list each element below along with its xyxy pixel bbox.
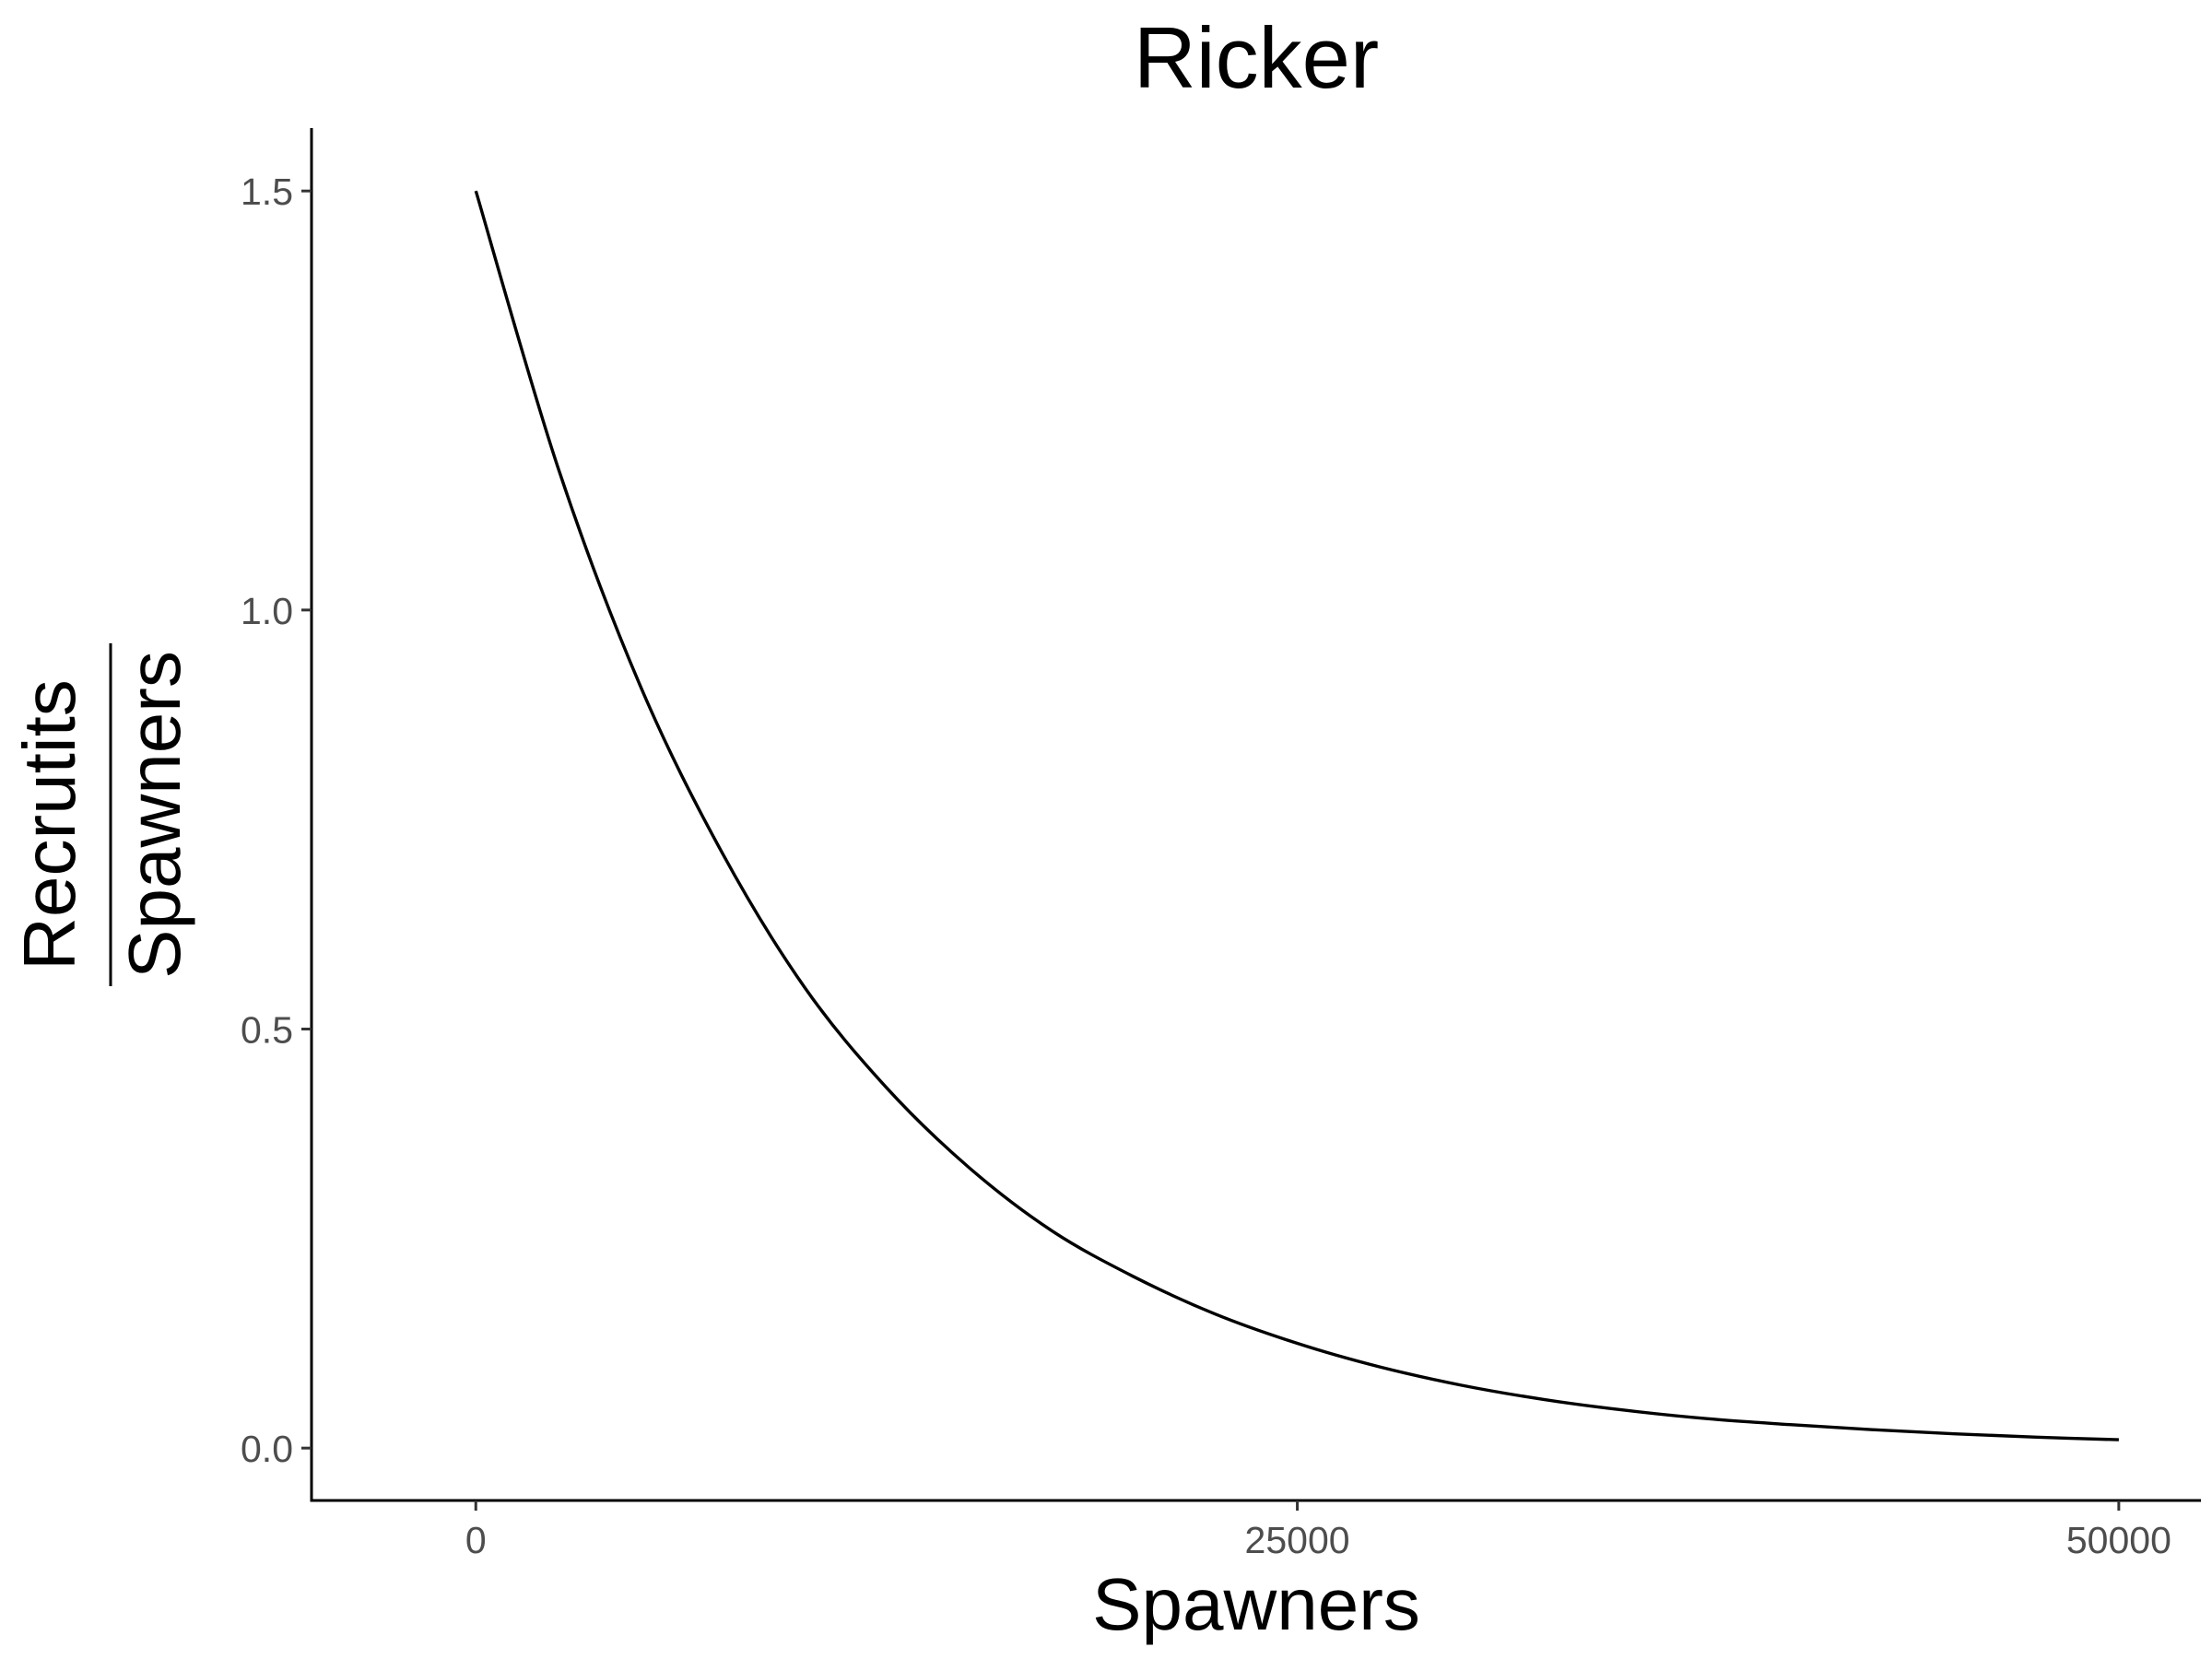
y-tick-label: 0.0 — [241, 1428, 293, 1470]
x-axis-ticks: 0 25000 50000 — [465, 1500, 2171, 1561]
y-tick-label: 1.5 — [241, 171, 293, 213]
x-tick-label: 0 — [465, 1519, 487, 1561]
y-axis-ticks: 0.0 0.5 1.0 1.5 — [241, 171, 312, 1470]
chart-title: Ricker — [1134, 9, 1379, 106]
x-tick-label: 25000 — [1245, 1519, 1350, 1561]
y-tick-label: 1.0 — [241, 590, 293, 632]
y-axis-title-denominator: Spawners — [113, 651, 195, 979]
series-layer — [474, 190, 2119, 1441]
y-axis-title-numerator: Recrutits — [8, 679, 90, 971]
y-axis-title: Recrutits Spawners — [8, 643, 195, 986]
x-axis-title: Spawners — [1092, 1563, 1420, 1645]
x-tick-label: 50000 — [2066, 1519, 2171, 1561]
y-tick-label: 0.5 — [241, 1009, 293, 1052]
ricker-curve-line — [474, 190, 2119, 1441]
